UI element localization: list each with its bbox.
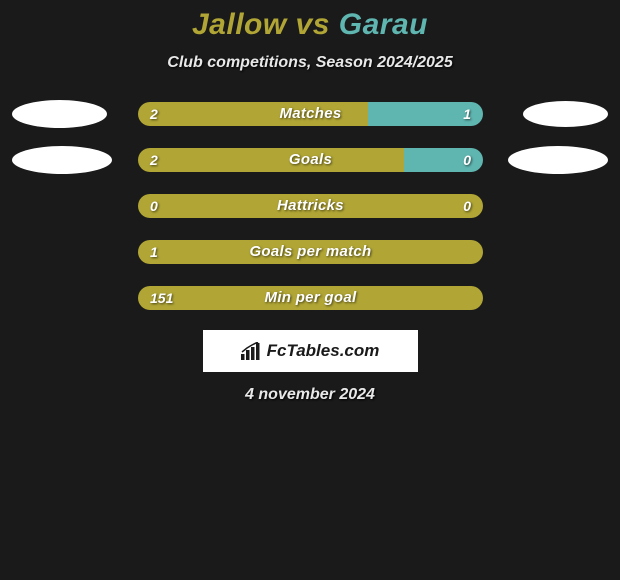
card-title: Jallow vs Garau bbox=[0, 8, 620, 42]
stat-label: Matches bbox=[138, 102, 483, 126]
player2-blob bbox=[523, 101, 608, 127]
player2-blob bbox=[508, 146, 608, 174]
stat-row: 151Min per goal bbox=[0, 284, 620, 312]
player1-name: Jallow bbox=[192, 8, 287, 41]
chart-icon bbox=[241, 342, 261, 360]
stat-row: 20Goals bbox=[0, 146, 620, 174]
stat-row: 00Hattricks bbox=[0, 192, 620, 220]
stat-label: Hattricks bbox=[138, 194, 483, 218]
vs-label: vs bbox=[296, 8, 330, 41]
date-label: 4 november 2024 bbox=[0, 386, 620, 404]
stat-bar: 21Matches bbox=[138, 102, 483, 126]
stat-bar: 00Hattricks bbox=[138, 194, 483, 218]
stat-bar: 151Min per goal bbox=[138, 286, 483, 310]
stat-bar: 20Goals bbox=[138, 148, 483, 172]
player1-blob bbox=[12, 146, 112, 174]
stat-row: 1Goals per match bbox=[0, 238, 620, 266]
comparison-card: Jallow vs Garau Club competitions, Seaso… bbox=[0, 0, 620, 404]
player1-blob bbox=[12, 100, 107, 128]
logo: FcTables.com bbox=[241, 341, 380, 361]
stat-label: Goals bbox=[138, 148, 483, 172]
stat-label: Min per goal bbox=[138, 286, 483, 310]
player2-name: Garau bbox=[339, 8, 428, 41]
stat-rows: 21Matches 20Goals 00Hattricks 1Goals per ma… bbox=[0, 100, 620, 312]
logo-box: FcTables.com bbox=[203, 330, 418, 372]
card-subtitle: Club competitions, Season 2024/2025 bbox=[0, 54, 620, 72]
stat-label: Goals per match bbox=[138, 240, 483, 264]
stat-bar: 1Goals per match bbox=[138, 240, 483, 264]
logo-text: FcTables.com bbox=[267, 341, 380, 361]
stat-row: 21Matches bbox=[0, 100, 620, 128]
